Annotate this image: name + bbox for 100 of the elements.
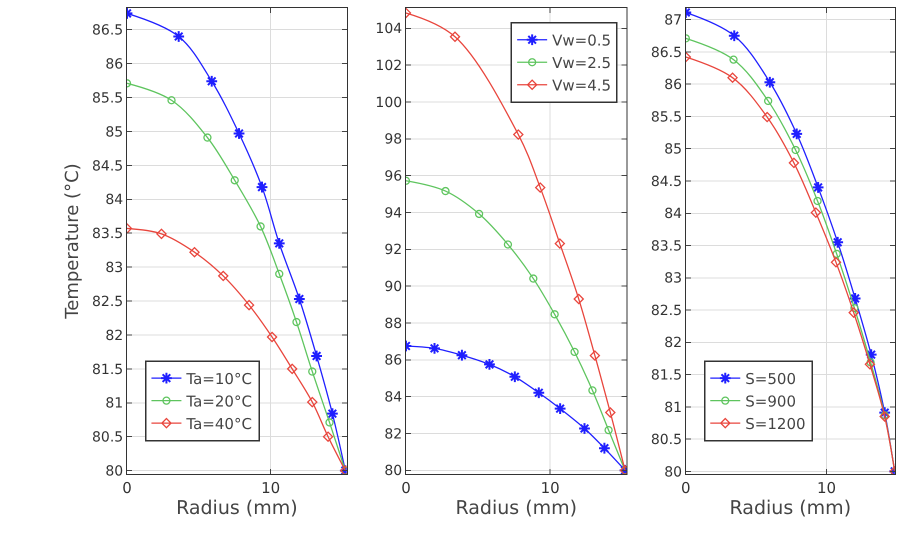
legend-label: Ta=10°C: [185, 370, 252, 388]
x-axis-title: Radius (mm): [176, 497, 298, 519]
point: [791, 146, 800, 154]
point: [256, 222, 265, 231]
point: [729, 55, 738, 64]
y-tick-label: 82: [105, 328, 124, 344]
point: [230, 176, 239, 184]
point: [850, 304, 859, 312]
legend-label: Ta=40°C: [185, 414, 252, 433]
y-tick-label: 84.5: [650, 174, 682, 190]
point: [762, 112, 772, 122]
point: [574, 294, 584, 304]
point: [788, 158, 800, 168]
point: [244, 300, 254, 310]
point: [266, 332, 278, 342]
point: [232, 127, 246, 140]
y-tick-label: 87: [664, 12, 682, 29]
y-axis-title: Temperature (°C): [62, 163, 84, 320]
point: [310, 350, 323, 362]
point: [848, 307, 859, 318]
point: [322, 431, 334, 442]
point: [790, 127, 804, 140]
point: [848, 292, 862, 305]
y-tick-label: 85: [105, 124, 124, 140]
point: [428, 342, 441, 355]
point: [588, 386, 597, 395]
y-tick-label: 84: [384, 390, 402, 406]
y-tick-label: 82.5: [650, 302, 682, 319]
y-tick-label: 85.5: [92, 90, 124, 106]
point: [604, 426, 613, 434]
x-axis-title: Radius (mm): [730, 497, 852, 519]
point: [578, 422, 591, 435]
y-tick-label: 84: [664, 206, 682, 222]
y-tick-label: 86.5: [92, 22, 124, 39]
line-series: [126, 8, 347, 474]
point: [167, 96, 176, 104]
point: [474, 210, 484, 218]
legend-label: S=900: [745, 392, 796, 410]
point: [727, 72, 738, 83]
y-tick-label: 83.5: [92, 226, 124, 242]
legend-label: S=500: [745, 370, 796, 388]
point: [590, 350, 600, 361]
point: [831, 236, 844, 249]
y-tick-label: 83.5: [650, 238, 682, 254]
point: [513, 129, 524, 140]
point: [832, 250, 841, 258]
y-tick-label: 80: [384, 463, 402, 480]
y-tick-label: 80.5: [650, 432, 682, 448]
point: [205, 74, 218, 88]
y-tick-label: 83: [664, 270, 682, 287]
y-tick-label: 80: [105, 464, 124, 480]
point: [598, 442, 611, 455]
point: [189, 246, 200, 258]
x-tick-label: 10: [540, 479, 560, 497]
y-tick-label: 80.5: [92, 430, 124, 446]
point: [483, 358, 496, 371]
y-tick-label: 94: [384, 205, 402, 222]
x-tick-label: 10: [261, 479, 280, 497]
x-tick-label: 0: [681, 479, 691, 497]
point: [532, 386, 546, 400]
y-tick-label: 82: [384, 426, 402, 442]
point: [203, 133, 212, 142]
point: [605, 407, 616, 418]
y-tick-label: 85.5: [650, 109, 682, 126]
point: [864, 359, 876, 370]
legend-label: Vw=0.5: [552, 32, 612, 50]
y-tick-label: 98: [384, 132, 402, 148]
x-axis-title: Radius (mm): [455, 497, 578, 519]
point: [275, 270, 284, 278]
y-tick-label: 81.5: [92, 362, 124, 378]
y-tick-label: 86.5: [650, 44, 682, 61]
point: [292, 292, 306, 306]
y-tick-label: 83: [105, 260, 124, 276]
point: [535, 182, 546, 193]
point: [272, 236, 286, 250]
point: [326, 407, 339, 420]
point: [218, 270, 228, 282]
point: [325, 418, 334, 427]
legend-label: Vw=2.5: [552, 54, 612, 72]
point: [830, 257, 842, 268]
y-tick-label: 81: [105, 396, 124, 412]
point: [866, 358, 875, 366]
point: [864, 348, 878, 361]
point: [256, 180, 268, 194]
y-tick-label: 86: [384, 352, 402, 369]
x-tick-label: 0: [122, 479, 132, 497]
y-tick-label: 86: [105, 56, 124, 73]
y-tick-label: 81.5: [650, 368, 682, 384]
y-tick-label: 85: [664, 142, 682, 158]
point: [456, 348, 468, 362]
y-tick-label: 82.5: [92, 294, 124, 310]
y-tick-label: 88: [384, 316, 402, 332]
point: [307, 396, 318, 408]
y-tick-label: 82: [664, 335, 682, 352]
point: [156, 228, 167, 240]
point: [812, 181, 825, 194]
y-tick-label: 96: [384, 168, 402, 185]
y-tick-label: 84: [105, 192, 124, 208]
line-series: [406, 8, 627, 474]
y-tick-label: 100: [375, 94, 402, 111]
